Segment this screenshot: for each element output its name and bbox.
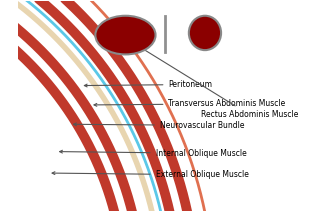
Text: Internal Oblique Muscle: Internal Oblique Muscle [60,149,246,158]
Text: Rectus Abdominis Muscle: Rectus Abdominis Muscle [139,47,298,119]
Text: Transversus Abdominis Muscle: Transversus Abdominis Muscle [94,99,286,108]
Text: External Oblique Muscle: External Oblique Muscle [52,170,248,179]
Ellipse shape [189,16,221,50]
Text: Neurovascular Bundle: Neurovascular Bundle [74,121,244,130]
Text: Peritoneum: Peritoneum [84,80,212,89]
Ellipse shape [95,16,156,54]
